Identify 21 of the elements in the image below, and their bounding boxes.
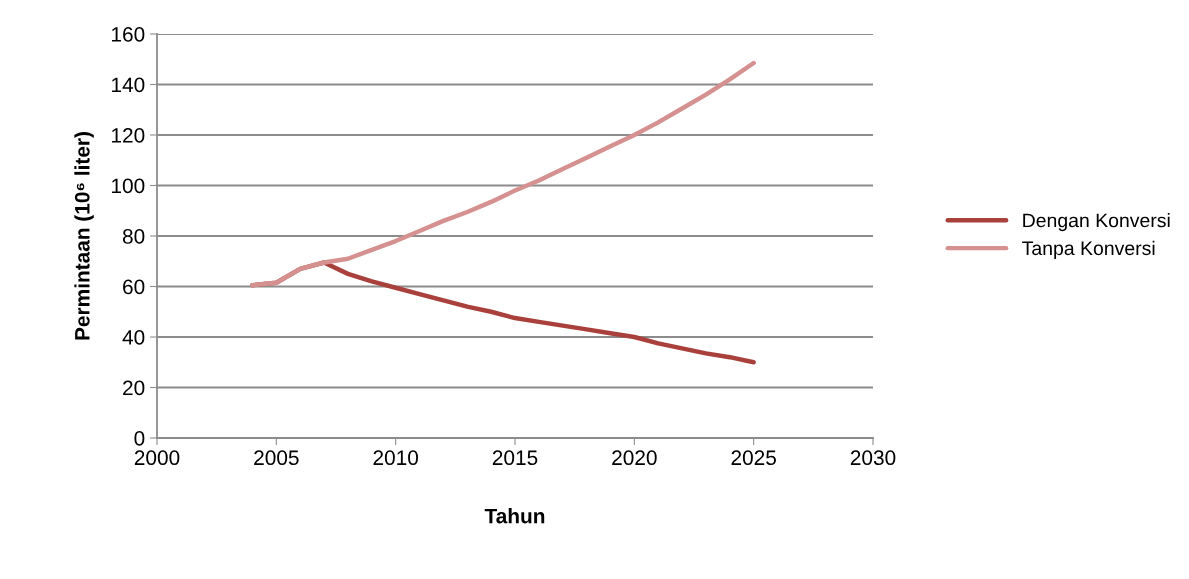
x-tick-label: 2010 [373, 450, 419, 466]
x-axis-title: Tahun [484, 508, 545, 524]
y-tick-label: 140 [112, 77, 145, 93]
x-tick-label: 2020 [612, 450, 657, 466]
y-tick-label: 160 [112, 27, 145, 42]
legend-label: Tanpa Konversi [1022, 240, 1155, 259]
x-tick-label: 2030 [850, 450, 896, 466]
y-tick-label: 100 [112, 178, 145, 194]
x-tick-label: 2005 [254, 450, 299, 466]
y-tick-label: 60 [123, 279, 145, 295]
legend-label: Dengan Konversi [1023, 213, 1170, 232]
x-tick-label: 2000 [134, 450, 180, 466]
y-tick-label: 20 [123, 380, 145, 396]
x-tick-label: 2015 [492, 450, 538, 466]
y-tick-label: 0 [134, 431, 145, 446]
y-tick-label: 40 [122, 330, 145, 345]
line-series [250, 60, 756, 288]
x-tick-label: 2025 [731, 450, 776, 466]
y-tick-label: 120 [112, 128, 145, 143]
y-tick-label: 80 [122, 229, 145, 244]
y-axis-title: Permintaan (10⁶ liter) [74, 132, 94, 340]
